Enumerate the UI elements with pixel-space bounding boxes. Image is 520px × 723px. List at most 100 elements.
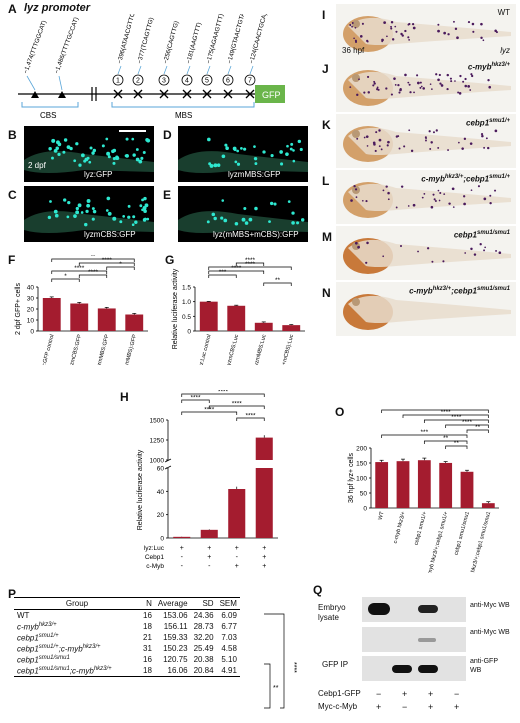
significance-mark: *: [64, 273, 67, 280]
panel-letter: Q: [313, 583, 323, 597]
genotype-label: c-mybhkz3/+;cebp1smu1/+: [421, 174, 510, 184]
cbs-site-marker: [58, 91, 66, 98]
lyz-positive-cell: [355, 196, 358, 199]
significance-bracket: [51, 270, 108, 274]
lyz-positive-cell: [382, 255, 385, 258]
lyz-positive-cell: [349, 86, 352, 88]
x-tick-label: lyzmMBS:Luc: [253, 334, 268, 365]
significance-mark: ****: [462, 419, 473, 426]
gfp-cell: [234, 160, 238, 164]
lyz-positive-cell: [365, 135, 369, 139]
bar: [375, 462, 389, 508]
embryo-drawing: [343, 238, 511, 274]
condition-sign: −: [454, 689, 460, 699]
mbs-leader: [186, 65, 191, 75]
condition-label: Cebp1: [145, 554, 165, 561]
condition-sign: +: [235, 563, 239, 570]
x-tick-label: lyz(mMBS+mCBS):Luc: [275, 334, 295, 365]
gfp-cell: [73, 214, 77, 219]
mbs-site-label: −149(GTAACTGTA): [226, 14, 247, 65]
lyz-positive-cell: [419, 86, 422, 89]
embryo-image: cebp1smu1/+: [336, 114, 516, 168]
lyz-positive-cell: [378, 129, 381, 132]
significance-bracket: [263, 282, 292, 286]
table-row: cebp1smu1/smu1 16 120.75 20.38 5.10: [14, 654, 240, 665]
lyz-positive-cell: [399, 245, 403, 248]
value-cell: 6.77: [221, 622, 237, 631]
value-cell: 153.06: [163, 611, 188, 620]
mbs-number: 5: [205, 78, 209, 85]
gfp-cell: [269, 201, 274, 206]
gfp-cell: [270, 154, 274, 158]
lyz-positive-cell: [483, 146, 486, 149]
panel-letter: B: [8, 128, 17, 142]
blot-band: [392, 665, 412, 673]
panel-letter: D: [163, 128, 172, 142]
gfp-cell: [101, 144, 105, 148]
lyz-positive-cell: [431, 260, 434, 263]
significance-bracket: [51, 258, 135, 262]
bar: [228, 489, 246, 538]
lyz-positive-cell: [483, 249, 485, 252]
y-tick-label: 0.5: [182, 314, 191, 321]
gfp-cell: [241, 217, 246, 222]
condition-sign: +: [262, 545, 266, 552]
gfp-cell: [107, 155, 111, 159]
condition-sign: +: [180, 545, 184, 552]
lyz-positive-cell: [422, 87, 425, 90]
lyz-positive-cell: [437, 189, 440, 192]
significance-bracket: [236, 417, 265, 421]
micrograph-d: lyzmMBS:GFP: [178, 126, 308, 182]
x-tick-label: lyzmCBS:Luc: [226, 334, 240, 365]
significance-mark: ****: [88, 269, 99, 276]
lyz-positive-cell: [386, 35, 388, 38]
mbs-number-circle: [222, 74, 234, 86]
lyz-positive-cell: [366, 39, 369, 43]
significance-bracket: [78, 274, 108, 278]
micrograph-b: 2 dpf lyz:GFP: [24, 126, 154, 182]
y-tick-label: 1500: [150, 418, 165, 425]
gfp-cell: [142, 218, 147, 222]
gfp-cell: [285, 152, 289, 157]
value-cell: 5.10: [221, 655, 237, 664]
gfp-cell: [124, 154, 128, 158]
gfp-cell: [105, 209, 109, 212]
mbs-number-circle: [132, 74, 144, 86]
significance-bracket: [181, 393, 265, 397]
lyz-positive-cell: [361, 22, 364, 25]
lyz-positive-cell: [365, 261, 368, 264]
significance-bracket: [208, 274, 237, 278]
gfp-cell: [254, 206, 258, 211]
embryo-lysate-label: Embryo lysate: [318, 603, 346, 622]
x-tick-label: lyzmCBS:GFP: [68, 334, 83, 365]
significance-mark: **: [443, 435, 449, 442]
lyz-positive-cell: [489, 194, 492, 197]
value-cell: 18: [143, 666, 152, 675]
lyz-positive-cell: [387, 140, 390, 144]
lyz-positive-cell: [432, 193, 435, 196]
lyz-positive-cell: [407, 23, 410, 26]
mbs-site-label: −124(CAACTGCA): [248, 14, 268, 65]
gfp-cell: [236, 162, 241, 166]
gfp-cell: [142, 151, 146, 155]
lyz-positive-cell: [471, 74, 474, 78]
gfp-cell: [273, 202, 277, 206]
wb-label: anti-Myc WB: [470, 629, 510, 636]
embryo-body: [348, 239, 511, 267]
embryo-body: [348, 295, 511, 323]
lyz-positive-cell: [437, 146, 440, 149]
mbs-site-x: [182, 89, 192, 99]
lyz-positive-cell: [351, 22, 354, 24]
lyz-positive-cell: [446, 73, 450, 77]
gfp-cell: [80, 211, 84, 214]
lyz-positive-cell: [452, 206, 455, 208]
lyz-positive-cell: [439, 82, 442, 85]
gfp-cell: [106, 151, 111, 156]
lyz-positive-cell: [398, 147, 401, 150]
value-cell: 159.33: [163, 633, 188, 642]
gfp-cell: [291, 221, 295, 225]
lyz-positive-cell: [481, 134, 484, 138]
significance-bracket: [51, 278, 80, 282]
lyz-positive-cell: [408, 39, 411, 41]
